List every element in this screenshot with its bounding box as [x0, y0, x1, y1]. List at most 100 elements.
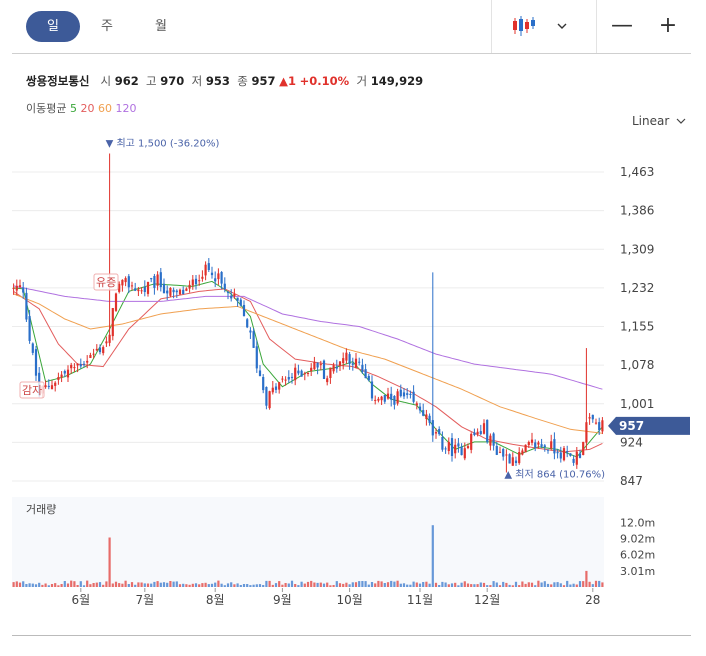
volume-bar	[86, 580, 89, 587]
chevron-down-icon	[676, 118, 686, 124]
volume-bar	[140, 582, 143, 587]
candle-body	[310, 367, 313, 372]
candle-body	[89, 355, 92, 358]
candle-body	[214, 278, 217, 282]
candle-body	[582, 441, 585, 455]
volume-bar	[348, 584, 351, 587]
volume-label: 거	[356, 74, 368, 88]
volume-bar	[454, 582, 457, 587]
candle-body	[425, 414, 428, 419]
volume-bar	[415, 582, 418, 587]
volume-bar	[281, 584, 284, 587]
volume-bar	[428, 583, 431, 587]
volume-bar	[306, 581, 310, 587]
ma-period-20: 20	[76, 102, 95, 115]
candle-body	[130, 285, 134, 287]
volume-bar	[537, 580, 540, 587]
volume-bar	[338, 583, 342, 587]
candle-body	[284, 379, 287, 381]
candle-body	[396, 391, 399, 404]
volume-bar	[508, 584, 511, 587]
volume-bar	[450, 583, 454, 587]
volume-bar	[546, 583, 550, 587]
volume-bar	[514, 581, 518, 587]
ma-period-5: 5	[69, 102, 77, 115]
high-annotation: ▼ 최고 1,500 (-36.20%)	[106, 137, 220, 149]
volume-bar	[358, 581, 361, 587]
candle-body	[76, 363, 79, 366]
candle-body	[338, 361, 342, 366]
volume-bar	[502, 581, 505, 587]
candle-body	[438, 429, 441, 435]
volume-bar	[210, 583, 214, 587]
candle-body	[406, 393, 409, 395]
chevron-down-icon[interactable]	[552, 12, 572, 40]
volume-bar	[137, 582, 140, 587]
tab-week[interactable]: 주	[101, 19, 113, 34]
volume-bar	[351, 582, 354, 587]
volume-bar	[466, 583, 470, 587]
candle-body	[252, 331, 255, 348]
volume-bar	[335, 581, 338, 587]
zoom-out-button[interactable]: —	[611, 13, 633, 38]
volume-bar	[418, 583, 422, 587]
volume-bar	[434, 582, 438, 587]
candlestick-icon[interactable]	[510, 12, 540, 40]
candle-body	[239, 299, 242, 306]
candle-body	[492, 433, 495, 446]
volume-bar	[185, 584, 188, 587]
volume-bar	[130, 582, 134, 587]
last-price-label: 957	[619, 419, 644, 433]
volume-bar	[258, 584, 262, 587]
volume-bar	[239, 585, 242, 587]
candle-body	[569, 453, 572, 456]
x-tick-label: 28	[585, 593, 600, 607]
volume-bar	[223, 585, 226, 587]
candle-body	[319, 364, 322, 366]
volume-bar	[124, 580, 127, 587]
tab-month[interactable]: 월	[155, 19, 167, 34]
volume-bar	[249, 585, 252, 587]
volume-bar	[575, 584, 578, 587]
volume-bar	[274, 583, 278, 587]
volume-bar	[374, 583, 377, 587]
volume-bar	[578, 581, 582, 587]
candle-body	[47, 385, 50, 387]
volume-bar	[473, 584, 476, 587]
candle-body	[156, 274, 159, 286]
candle-body	[556, 452, 559, 454]
candle-body	[553, 439, 556, 454]
scale-mode-selector[interactable]: Linear	[632, 114, 686, 128]
price-chart[interactable]: 1,463 1,386 1,309 1,232 1,155 1,078 1,001 924 84…	[0, 130, 706, 500]
volume-value: 149,929	[370, 74, 424, 88]
volume-bar	[393, 581, 396, 587]
candle-body	[79, 364, 82, 367]
volume-bar	[329, 585, 332, 587]
volume-bar	[278, 581, 281, 587]
candle-body	[223, 283, 226, 289]
scale-mode-label: Linear	[632, 114, 670, 128]
candle-body	[524, 444, 527, 453]
volume-bar	[236, 583, 239, 587]
candle-body	[498, 451, 502, 453]
volume-panel-title: 거래량	[26, 503, 56, 516]
volume-tick-label: 6.02m	[620, 549, 655, 562]
volume-bar	[409, 584, 412, 587]
x-tick-label: 12월	[474, 593, 500, 607]
candle-body	[255, 346, 258, 369]
tab-day[interactable]: 일	[26, 11, 80, 42]
volume-chart[interactable]: 거래량 12.0m 9.02m 6.02m 3.01m	[0, 497, 706, 612]
price-tick-label: 1,463	[620, 165, 654, 179]
change-value: ▲1	[279, 74, 296, 88]
volume-bar	[345, 582, 348, 587]
volume-bar	[79, 581, 82, 587]
volume-bar	[233, 584, 236, 587]
volume-bar	[92, 583, 95, 587]
volume-bar	[287, 583, 290, 587]
volume-bar	[89, 584, 92, 587]
volume-bar	[486, 585, 489, 587]
volume-bar	[310, 580, 313, 587]
candle-body	[153, 276, 156, 288]
zoom-in-button[interactable]: +	[658, 13, 678, 38]
candle-body	[249, 330, 252, 333]
